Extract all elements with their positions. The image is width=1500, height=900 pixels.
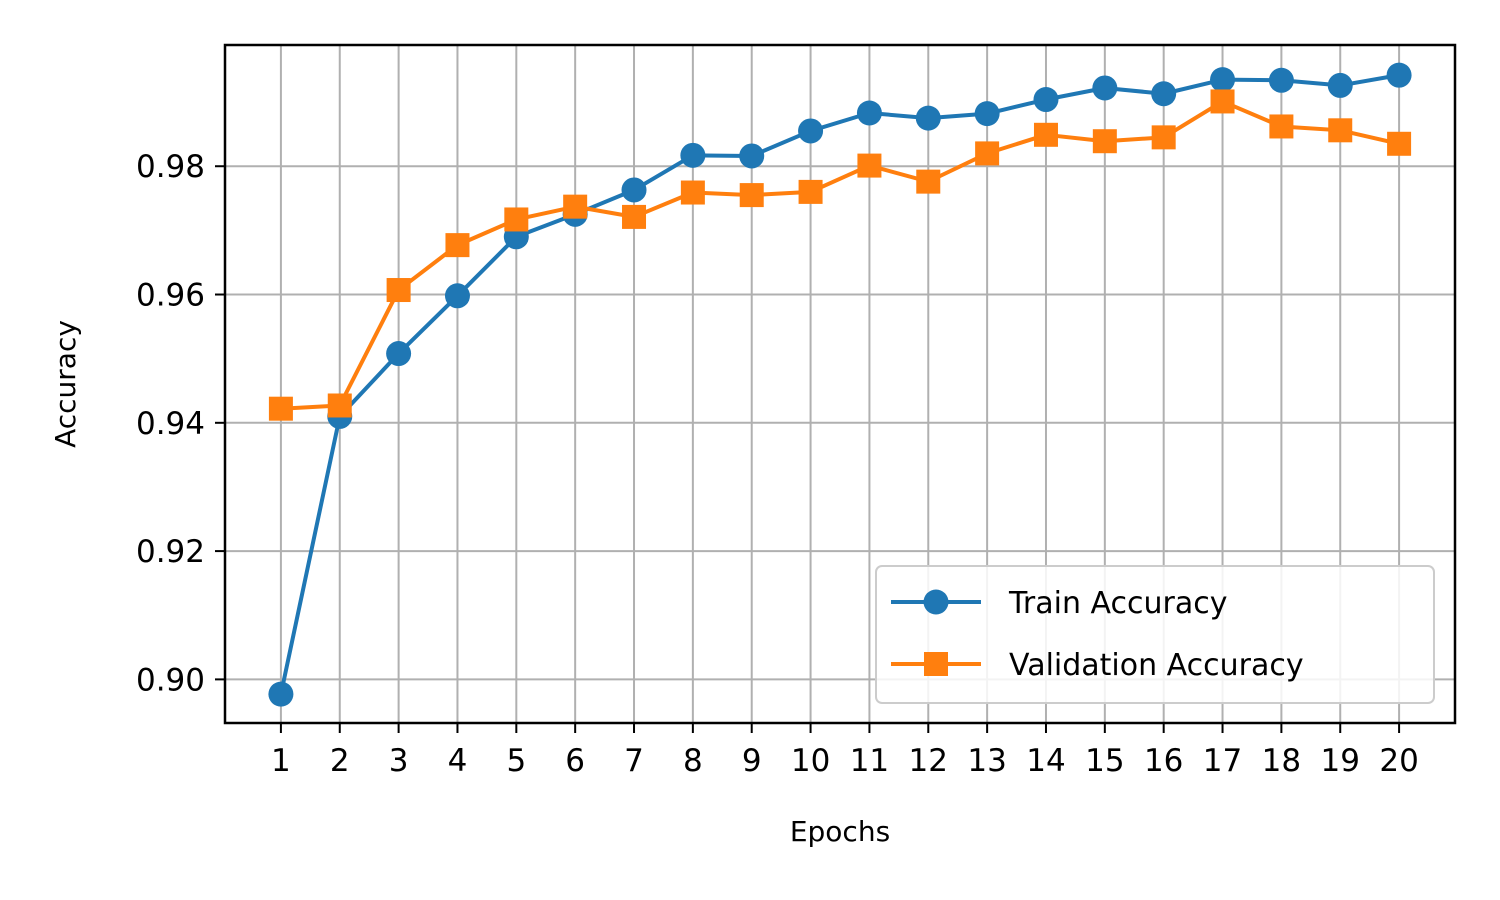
data-point-circle [1210, 67, 1236, 93]
data-point-circle [1386, 62, 1412, 88]
y-tick-label: 0.90 [136, 662, 205, 698]
x-tick-label: 7 [624, 743, 644, 779]
legend-label: Validation Accuracy [1009, 648, 1304, 683]
y-axis-label: Accuracy [49, 320, 82, 448]
x-tick-label: 14 [1026, 743, 1065, 779]
x-tick-label: 18 [1262, 743, 1301, 779]
legend: Train Accuracy Validation Accuracy [875, 565, 1435, 704]
legend-box [875, 565, 1435, 704]
data-point-square [504, 207, 529, 232]
x-tick-label: 16 [1144, 743, 1183, 779]
legend-label: Train Accuracy [1008, 586, 1227, 621]
data-point-circle [1327, 72, 1353, 98]
data-point-square [1328, 118, 1353, 143]
y-tick-label: 0.92 [136, 534, 205, 570]
x-axis-label: Epochs [790, 815, 890, 848]
data-point-circle [798, 118, 824, 144]
data-point-circle [1033, 87, 1059, 113]
data-point-square [916, 169, 941, 194]
x-tick-label: 9 [742, 743, 762, 779]
data-point-square [622, 204, 647, 229]
x-tick-label: 1 [271, 743, 291, 779]
data-point-square [798, 179, 823, 204]
data-point-circle [1092, 75, 1118, 101]
data-point-circle [974, 101, 1000, 127]
x-tick-label: 8 [683, 743, 703, 779]
legend-item: Validation Accuracy [891, 648, 1304, 683]
x-tick-label: 2 [330, 743, 350, 779]
data-point-square [1210, 89, 1235, 114]
data-point-circle [268, 681, 294, 707]
legend-marker [923, 589, 949, 615]
x-tick-label: 11 [850, 743, 889, 779]
series-layer [268, 62, 1412, 707]
data-point-circle [739, 143, 765, 169]
data-point-circle [680, 142, 706, 168]
x-tick-label: 20 [1379, 743, 1418, 779]
x-tick-label: 13 [967, 743, 1006, 779]
legend-marker [924, 652, 948, 676]
data-point-square [1269, 114, 1294, 139]
data-point-circle [621, 177, 647, 203]
data-point-circle [915, 105, 941, 131]
data-point-square [327, 393, 352, 418]
data-point-square [1092, 129, 1117, 154]
data-point-square [386, 278, 411, 303]
x-tick-label: 10 [791, 743, 830, 779]
y-tick-label: 0.96 [136, 278, 205, 314]
data-point-circle [856, 100, 882, 126]
data-point-square [563, 194, 588, 219]
data-point-square [975, 141, 1000, 166]
data-point-circle [1151, 81, 1177, 107]
data-point-square [268, 396, 293, 421]
data-point-square [680, 180, 705, 205]
y-tick-label: 0.94 [136, 406, 205, 442]
x-tick-label: 12 [909, 743, 948, 779]
data-point-square [445, 233, 470, 258]
data-point-square [739, 183, 764, 208]
x-tick-label: 17 [1203, 743, 1242, 779]
data-point-square [1151, 125, 1176, 150]
x-tick-label: 5 [506, 743, 526, 779]
x-tick-label: 6 [565, 743, 585, 779]
data-point-circle [386, 341, 412, 367]
data-point-circle [444, 283, 470, 309]
data-point-circle [1268, 67, 1294, 93]
data-point-square [1033, 122, 1058, 147]
y-tick-label: 0.98 [136, 149, 205, 185]
series-validation [268, 89, 1412, 421]
x-tick-label: 15 [1085, 743, 1124, 779]
x-tick-label: 4 [448, 743, 468, 779]
plot-frame [223, 43, 1457, 725]
x-tick-label: 3 [389, 743, 409, 779]
x-tick-label: 19 [1321, 743, 1360, 779]
data-point-square [1387, 131, 1412, 156]
data-point-square [857, 153, 882, 178]
legend-item: Train Accuracy [891, 586, 1227, 621]
axis-ticks: 1 2 3 4 5 6 7 8 9 10 11 12 13 14 15 16 17 18 19 200.900.920… [136, 149, 1419, 779]
